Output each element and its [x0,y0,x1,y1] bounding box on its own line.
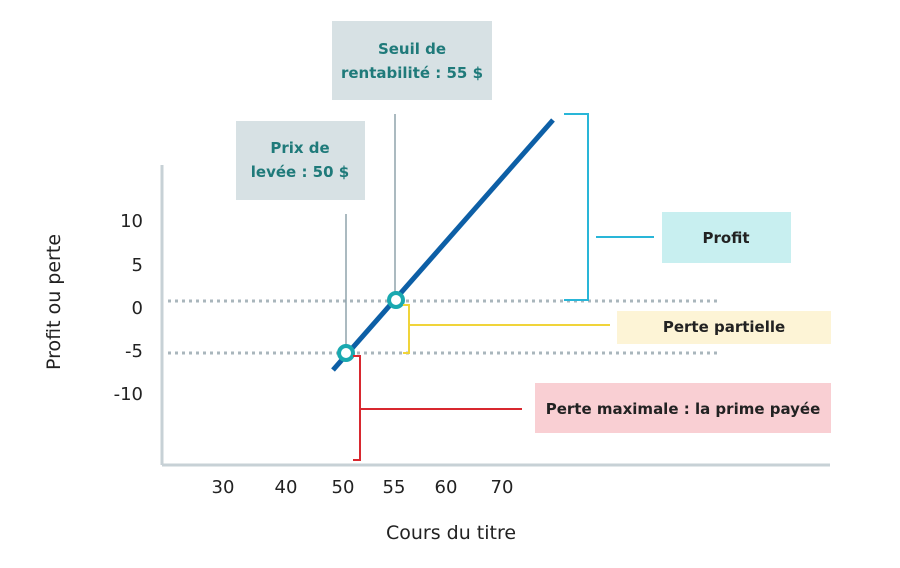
y-tick-label: 0 [132,298,143,319]
max-loss-bracket [353,355,361,461]
x-tick-label: 70 [491,477,514,498]
x-tick-label: 40 [275,477,298,498]
x-tick-label: 30 [212,477,235,498]
x-tick-label: 50 [332,477,355,498]
profit-label-box [662,212,791,263]
y-tick-label: 5 [132,255,143,276]
strike-price-callout [236,121,365,200]
breakeven-callout [332,21,492,100]
partial-loss-label: Perte partielle [663,318,785,336]
partial-loss-bracket [403,304,410,354]
breakeven-text-line2: rentabilité : 55 $ [341,64,483,82]
payoff-line [331,118,555,372]
profit-bracket [564,113,589,301]
x-tick-label: 60 [435,477,458,498]
y-axis-title: Profit ou perte [43,234,65,370]
y-tick-label: 10 [120,211,143,232]
max-loss-label: Perte maximale : la prime payée [546,400,821,418]
max-loss-label-box [535,383,831,433]
partial-loss-label-box [617,311,831,344]
strike-price-text-line1: Prix de [270,139,329,157]
y-tick-label: -5 [125,341,143,362]
breakeven-marker [387,291,405,309]
strike-price-marker [337,344,355,362]
x-tick-label: 55 [383,477,406,498]
y-tick-label: -10 [114,384,143,405]
x-axis-title: Cours du titre [386,522,516,544]
profit-label: Profit [703,229,750,247]
breakeven-text-line1: Seuil de [378,40,446,58]
strike-price-text-line2: levée : 50 $ [251,163,349,181]
